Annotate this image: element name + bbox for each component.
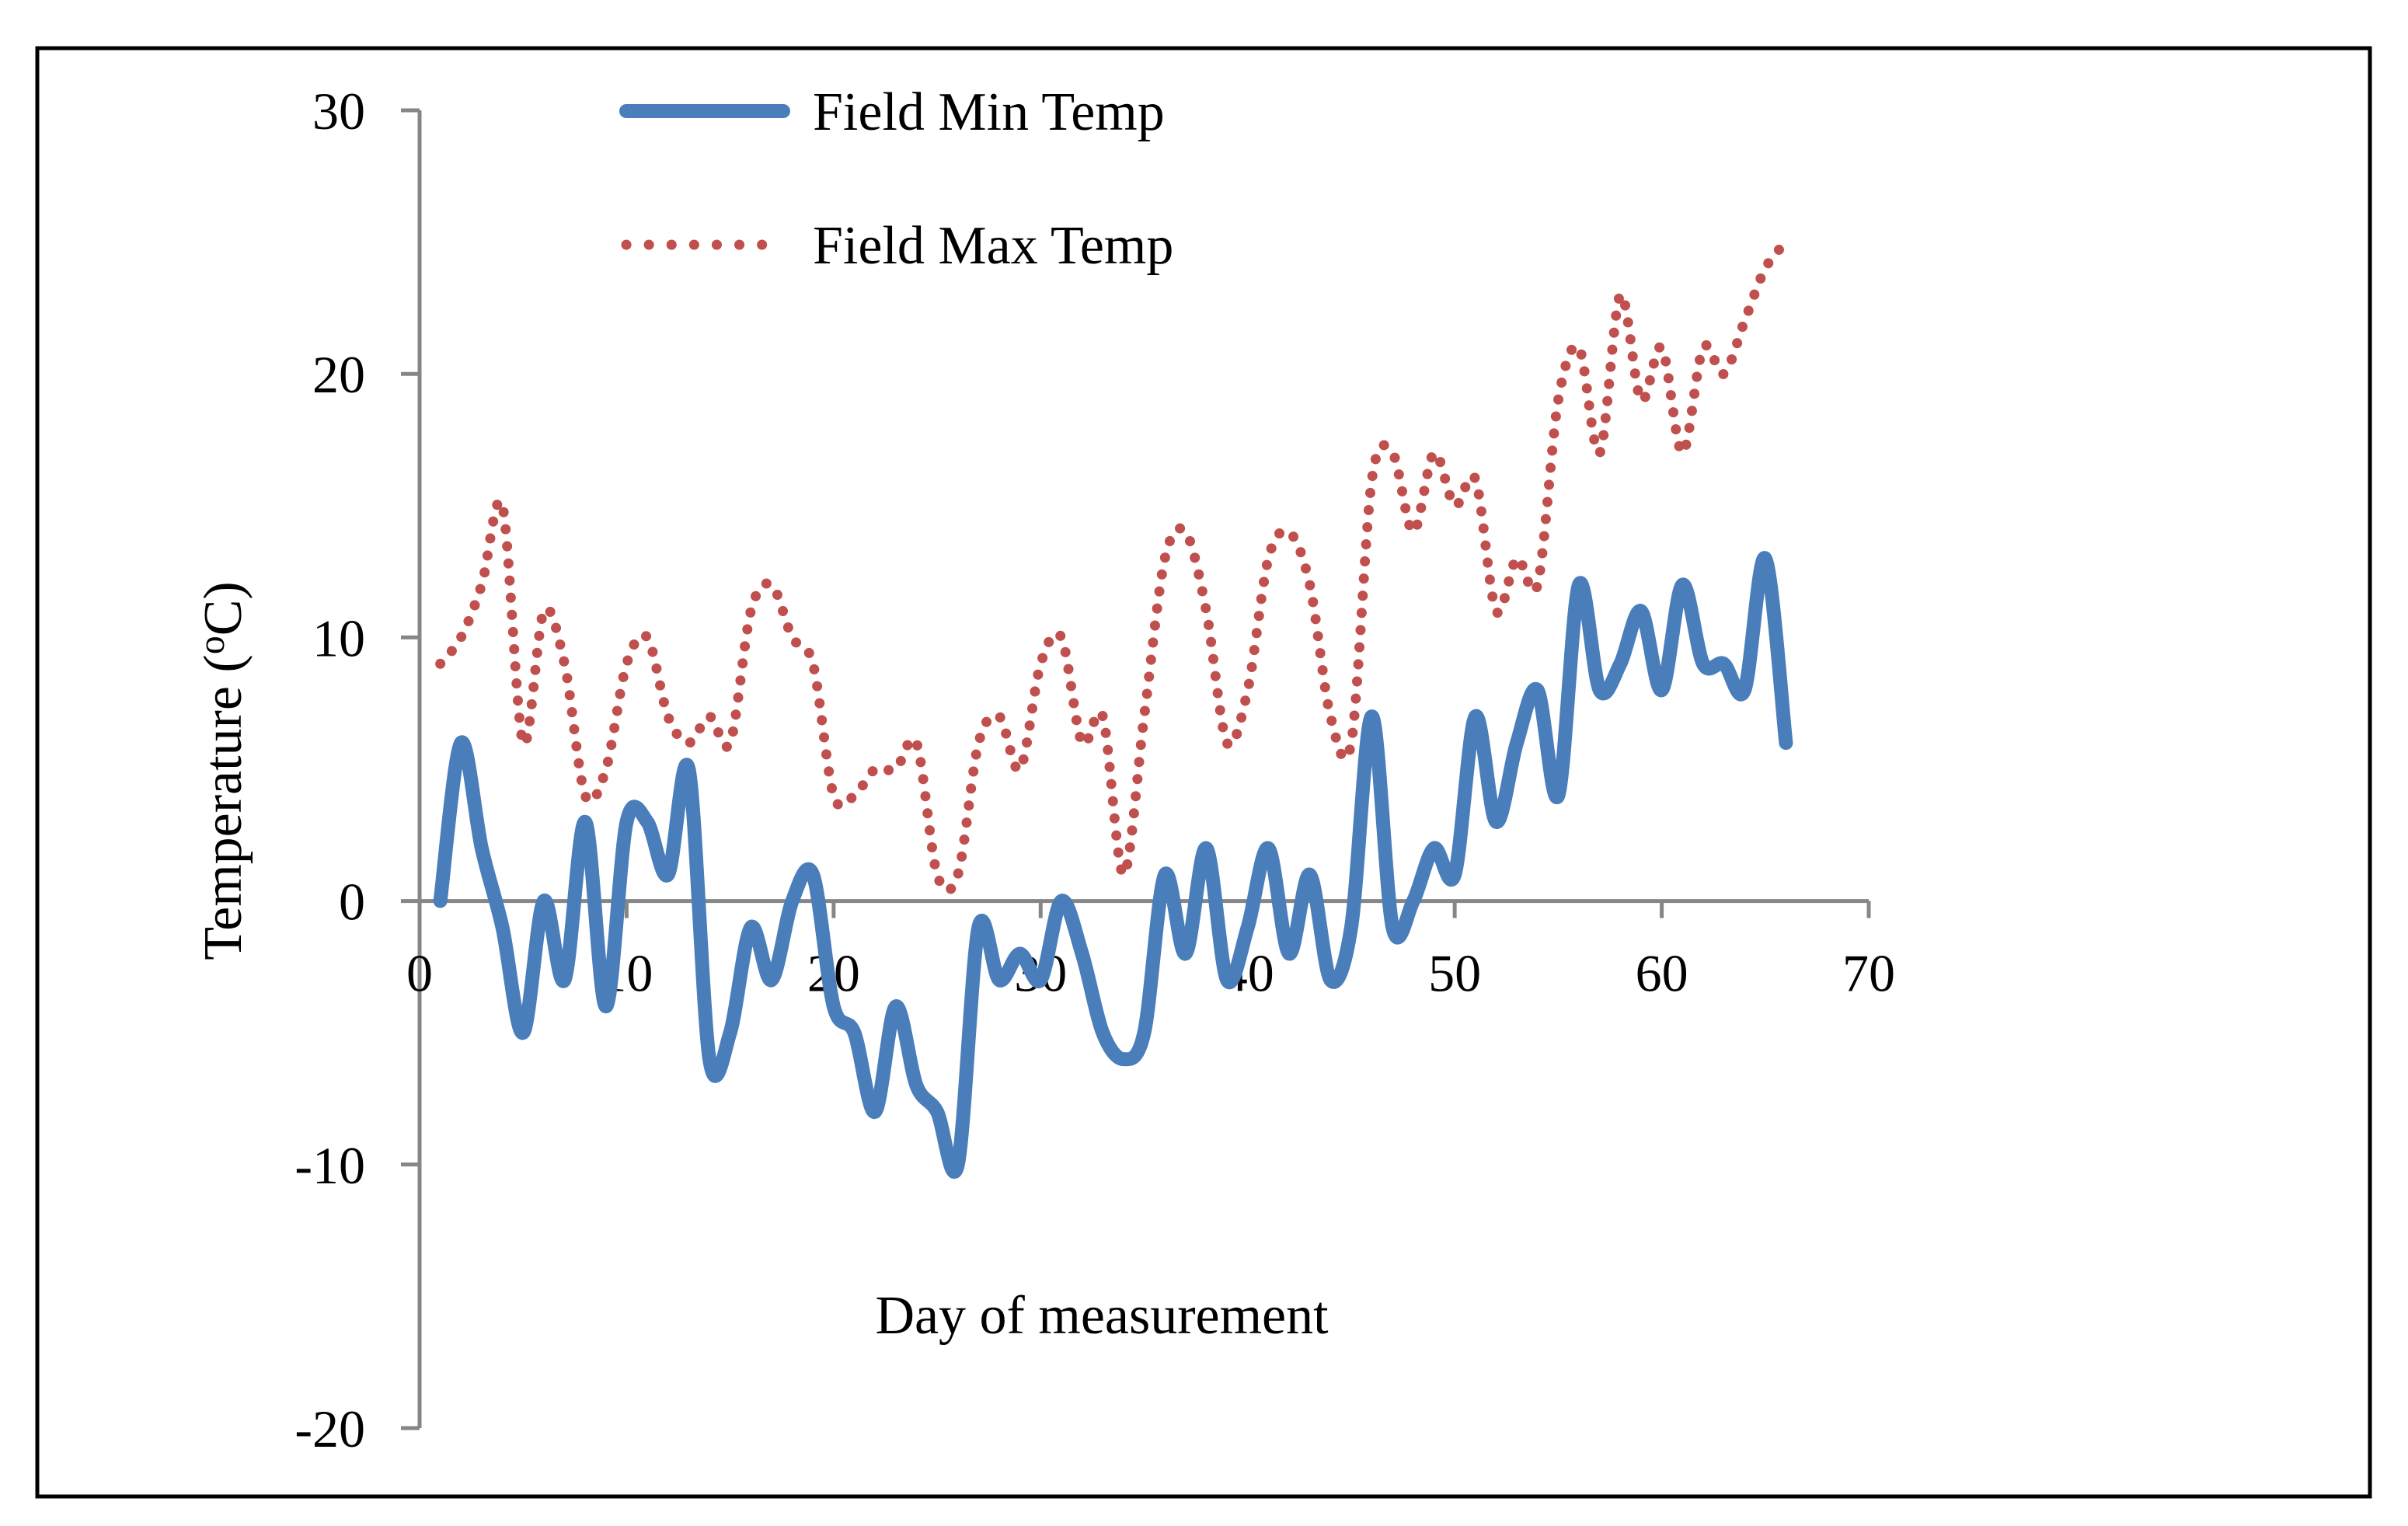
x-axis-title: Day of measurement bbox=[875, 1286, 1329, 1346]
x-tick-label: 60 bbox=[1636, 944, 1688, 1003]
series-field-min-temp bbox=[433, 551, 1793, 1179]
legend-label-field-min-temp: Field Min Temp bbox=[813, 82, 1165, 142]
x-tick-label: 50 bbox=[1428, 944, 1481, 1003]
y-axis-title-superscript: o bbox=[191, 636, 232, 654]
series bbox=[433, 237, 1793, 1179]
y-tick-label: 30 bbox=[312, 82, 365, 141]
legend: Field Min Temp Field Max Temp bbox=[619, 82, 1173, 276]
y-tick-label: 20 bbox=[312, 345, 365, 404]
x-tick-label: 70 bbox=[1842, 944, 1895, 1003]
x-tick-label: 0 bbox=[406, 944, 433, 1003]
y-tick-label: 0 bbox=[339, 873, 365, 932]
y-axis-title-main: Temperature ( bbox=[193, 654, 253, 960]
y-tick-label: -10 bbox=[294, 1136, 365, 1195]
y-tick-label: 10 bbox=[312, 608, 365, 667]
series-line-field-min-temp bbox=[433, 551, 1793, 1179]
axes bbox=[417, 110, 1869, 1428]
legend-label-field-max-temp: Field Max Temp bbox=[813, 216, 1173, 276]
series-field-max-temp bbox=[435, 237, 1791, 896]
y-axis-title-tail: C) bbox=[193, 581, 253, 636]
chart-frame bbox=[35, 46, 2372, 1499]
y-tick-label: -20 bbox=[294, 1399, 365, 1458]
y-axis-title: Temperature (oC) bbox=[191, 581, 253, 960]
series-line-field-max-temp bbox=[435, 237, 1791, 896]
